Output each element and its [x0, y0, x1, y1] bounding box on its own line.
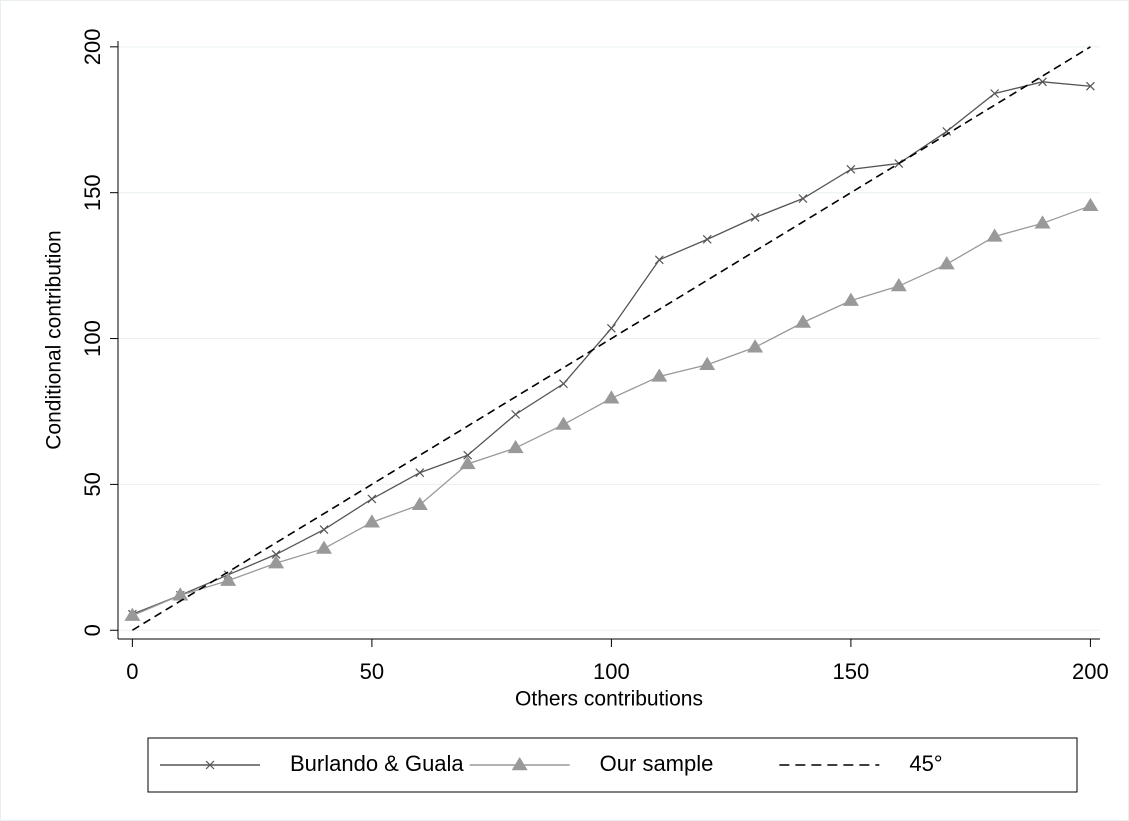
y-tick-label: 0 [80, 624, 105, 636]
x-axis-label: Others contributions [515, 688, 703, 711]
legend-label: Burlando & Guala [290, 751, 464, 776]
marker-x [367, 494, 377, 504]
marker-x [463, 450, 473, 460]
marker-triangle [1034, 215, 1051, 229]
marker-x [415, 468, 425, 478]
x-tick-label: 150 [833, 659, 870, 684]
y-axis-label: Conditional contribution [43, 230, 66, 449]
marker-triangle [459, 455, 476, 470]
marker-x [750, 213, 760, 222]
x-tick-label: 100 [593, 659, 630, 684]
marker-triangle [220, 572, 237, 586]
legend-item: 45° [779, 751, 943, 776]
marker-x [1038, 77, 1047, 87]
legend-item: Our sample [469, 751, 714, 776]
marker-triangle [411, 496, 428, 511]
marker-x [559, 379, 568, 389]
marker-x [606, 323, 616, 333]
y-tick-label: 150 [80, 174, 105, 211]
marker-triangle [938, 256, 955, 270]
marker-x [205, 760, 215, 770]
marker-x [654, 255, 664, 265]
marker-triangle [603, 390, 620, 404]
marker-triangle [747, 339, 764, 353]
y-tick-label: 50 [80, 472, 105, 496]
legend-item: Burlando & Guala [160, 751, 464, 776]
marker-triangle [124, 607, 141, 621]
marker-triangle [507, 439, 524, 454]
marker-x [271, 549, 281, 559]
marker-triangle [555, 416, 572, 430]
marker-x [1085, 81, 1095, 91]
marker-x [511, 409, 521, 419]
marker-triangle [651, 368, 668, 382]
marker-triangle [363, 514, 380, 528]
marker-triangle [699, 356, 716, 370]
marker-x [702, 234, 712, 244]
legend-label: Our sample [600, 751, 714, 776]
marker-triangle [795, 314, 812, 328]
marker-triangle [511, 757, 528, 771]
marker-triangle [172, 587, 189, 601]
marker-triangle [1082, 197, 1099, 212]
x-tick-label: 200 [1072, 659, 1109, 684]
x-tick-label: 0 [126, 659, 138, 684]
marker-triangle [890, 278, 907, 292]
marker-x [798, 194, 808, 203]
marker-x [319, 525, 329, 535]
marker-x [990, 89, 1000, 98]
marker-triangle [842, 292, 859, 306]
y-tick-label: 100 [80, 320, 105, 357]
marker-triangle [986, 228, 1003, 242]
marker-x [942, 127, 952, 136]
marker-x [846, 164, 856, 174]
x-tick-label: 50 [360, 659, 384, 684]
y-tick-label: 200 [80, 28, 105, 65]
marker-triangle [315, 540, 332, 554]
marker-triangle [268, 555, 285, 569]
legend-label: 45° [909, 751, 942, 776]
series-line [131, 46, 1091, 631]
legend-box [147, 737, 1078, 793]
